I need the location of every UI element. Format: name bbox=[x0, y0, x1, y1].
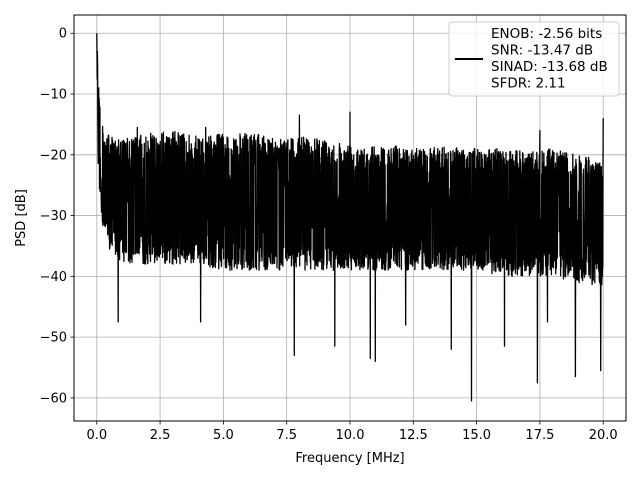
legend-line-sinad: SINAD: -13.68 dB bbox=[491, 59, 608, 75]
y-tick-label: 0 bbox=[59, 27, 67, 42]
series-psd bbox=[96, 33, 604, 402]
y-tick-label: −20 bbox=[40, 148, 67, 163]
series-line bbox=[96, 33, 604, 402]
x-tick-label: 20.0 bbox=[589, 428, 618, 443]
x-axis: 0.0 2.5 5.0 7.5 10.0 12.5 15.0 17.5 20.0 bbox=[86, 421, 618, 443]
y-tick-label: −30 bbox=[40, 209, 67, 224]
legend: ENOB: -2.56 bits SNR: -13.47 dB SINAD: -… bbox=[448, 21, 620, 97]
legend-line-sfdr: SFDR: 2.11 bbox=[491, 76, 566, 92]
x-tick-label: 2.5 bbox=[150, 428, 171, 443]
y-axis: 0 −10 −20 −30 −40 −50 −60 bbox=[40, 27, 74, 406]
legend-line-snr: SNR: -13.47 dB bbox=[491, 43, 593, 59]
legend-box bbox=[448, 21, 620, 97]
x-tick-label: 5.0 bbox=[213, 428, 234, 443]
x-tick-label: 17.5 bbox=[525, 428, 554, 443]
y-tick-label: −10 bbox=[40, 88, 67, 103]
x-tick-label: 0.0 bbox=[86, 428, 107, 443]
y-axis-label: PSD [dB] bbox=[14, 189, 29, 247]
x-axis-label: Frequency [MHz] bbox=[295, 451, 404, 466]
legend-line-enob: ENOB: -2.56 bits bbox=[491, 26, 602, 42]
x-tick-label: 12.5 bbox=[399, 428, 428, 443]
x-tick-label: 10.0 bbox=[336, 428, 365, 443]
x-tick-label: 15.0 bbox=[462, 428, 491, 443]
y-tick-label: −60 bbox=[40, 391, 67, 406]
y-tick-label: −50 bbox=[40, 331, 67, 346]
y-tick-label: −40 bbox=[40, 270, 67, 285]
x-tick-label: 7.5 bbox=[276, 428, 297, 443]
